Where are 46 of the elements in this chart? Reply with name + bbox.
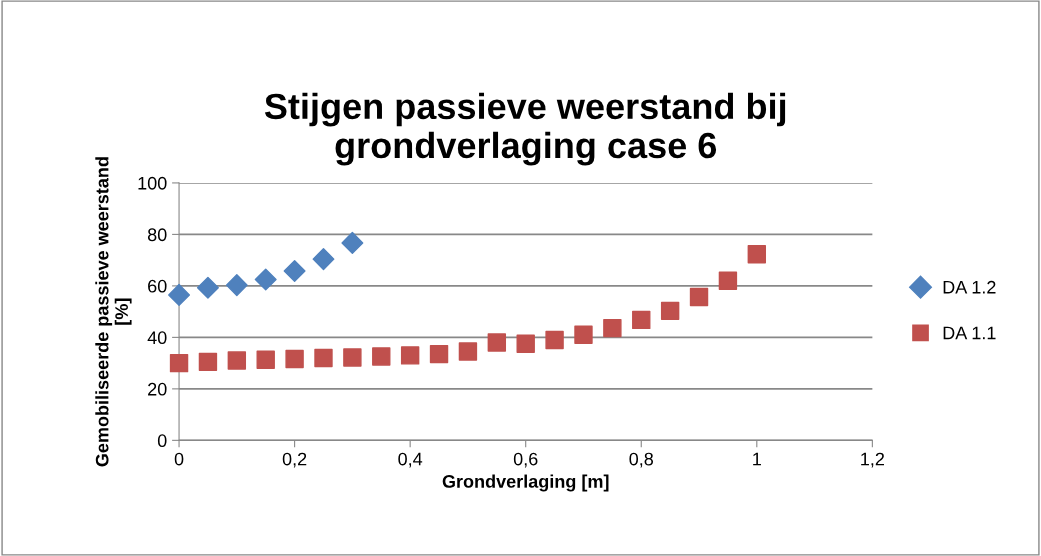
point xyxy=(458,342,478,361)
x-axis-title: Grondverlaging [m] xyxy=(442,474,609,492)
y-tick-label: 0 xyxy=(157,434,167,448)
point xyxy=(660,301,680,321)
point xyxy=(314,348,333,368)
x-tick-label: 0,8 xyxy=(629,452,654,468)
point xyxy=(545,330,564,350)
point xyxy=(343,348,362,367)
point xyxy=(283,259,306,282)
point xyxy=(429,344,449,364)
y-axis-title: Gemobiliseerde passieve weerstand [%] xyxy=(95,157,132,467)
point xyxy=(372,347,391,366)
point xyxy=(198,352,218,372)
point xyxy=(225,274,248,297)
x-tick-label: 0 xyxy=(174,452,184,466)
point xyxy=(689,287,709,307)
point xyxy=(196,276,219,299)
y-tick-label: 100 xyxy=(138,176,167,190)
point xyxy=(632,310,651,330)
x-tick-label: 1 xyxy=(753,452,761,466)
y-tick-label: 20 xyxy=(148,382,167,396)
chart-title: Stijgen passieve weerstand bij grondverlaging case 6 xyxy=(264,92,786,166)
point xyxy=(312,248,335,271)
point xyxy=(574,325,593,345)
x-tick-label: 0,2 xyxy=(282,452,307,468)
point xyxy=(256,350,275,369)
point xyxy=(487,333,507,352)
point xyxy=(718,271,738,290)
legend-label: DA 1.1 xyxy=(943,326,996,340)
point xyxy=(169,353,189,373)
y-tick-label: 60 xyxy=(148,279,167,293)
y-tick-label: 80 xyxy=(147,228,167,242)
point xyxy=(400,346,420,365)
point xyxy=(603,318,622,338)
x-tick-label: 0,4 xyxy=(398,452,423,468)
y-tick-label: 40 xyxy=(147,331,167,345)
point xyxy=(747,245,767,264)
point xyxy=(285,349,304,369)
x-tick-label: 1,2 xyxy=(861,452,884,468)
point xyxy=(516,334,535,354)
point xyxy=(227,351,247,370)
x-tick-label: 0,6 xyxy=(513,452,538,468)
legend-label: DA 1.2 xyxy=(943,280,996,294)
point xyxy=(168,283,191,306)
point xyxy=(254,268,277,291)
point xyxy=(341,231,364,254)
